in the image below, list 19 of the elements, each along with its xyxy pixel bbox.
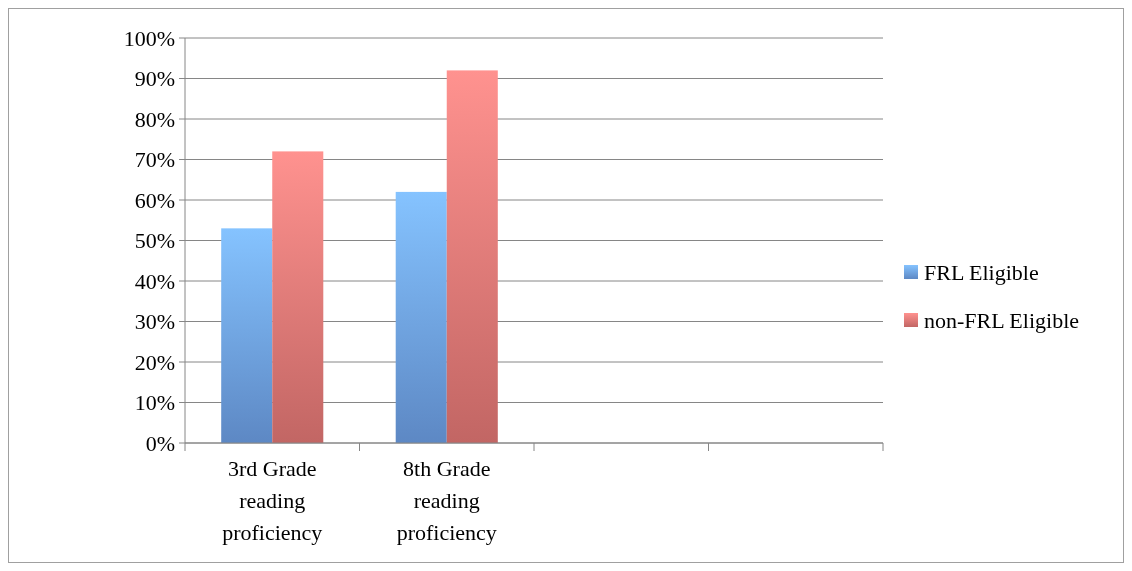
- bar: [395, 191, 447, 443]
- bar: [272, 151, 324, 443]
- y-tick-label: 60%: [134, 187, 175, 213]
- y-tick-label: 20%: [134, 349, 175, 375]
- y-tick-label: 30%: [134, 309, 175, 335]
- y-tick-label: 90%: [134, 66, 175, 92]
- y-tick-label: 80%: [134, 106, 175, 132]
- legend-label: FRL Eligible: [924, 259, 1039, 285]
- legend-label: non-FRL Eligible: [924, 307, 1080, 333]
- y-tick-label: 10%: [134, 390, 175, 416]
- bar: [446, 70, 498, 443]
- bar: [221, 228, 273, 443]
- y-tick-label: 100%: [123, 25, 175, 51]
- y-tick-label: 0%: [145, 430, 175, 456]
- y-tick-label: 40%: [134, 268, 175, 294]
- x-tick-label: 3rd Grade reading proficiency: [222, 456, 323, 545]
- y-tick-label: 70%: [134, 147, 175, 173]
- y-tick-label: 50%: [134, 228, 175, 254]
- x-tick-label: 8th Grade reading proficiency: [396, 456, 497, 545]
